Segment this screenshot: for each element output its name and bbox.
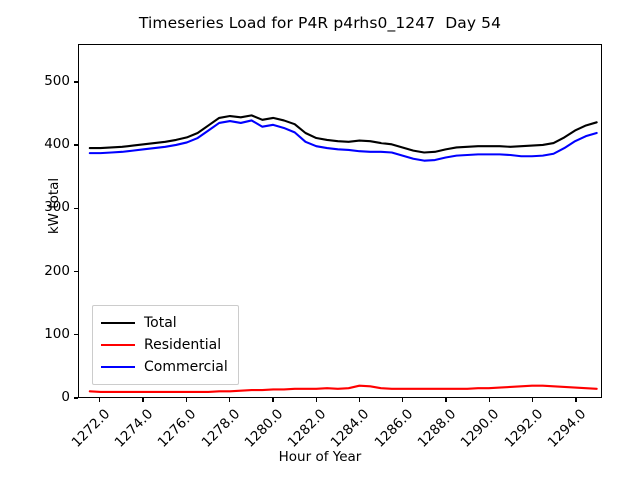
x-tick-mark <box>315 398 317 402</box>
series-lines <box>88 114 598 394</box>
y-tick-mark <box>74 270 78 273</box>
x-tick-mark <box>575 398 577 402</box>
legend-item[interactable]: Residential <box>101 334 228 356</box>
x-tick-mark <box>402 398 404 402</box>
series-line-total <box>88 114 598 154</box>
x-tick-mark <box>445 398 447 402</box>
y-tick-mark <box>74 144 78 146</box>
x-tick-mark <box>185 398 187 402</box>
legend-swatch-residential <box>101 344 135 346</box>
series-line-residential <box>88 384 598 394</box>
y-tick-mark <box>74 397 78 399</box>
y-tick-label: 100 <box>44 325 70 342</box>
y-tick-mark <box>74 334 78 336</box>
y-tick-label: 0 <box>61 389 70 405</box>
x-tick-mark <box>99 398 101 402</box>
chart-title: Timeseries Load for P4R p4rhs0_1247 Day … <box>138 14 502 32</box>
y-tick-mark <box>74 81 78 83</box>
x-tick-mark <box>488 398 491 402</box>
legend-label: Commercial <box>144 359 228 375</box>
x-axis-label: Hour of Year <box>278 449 362 465</box>
y-tick-label: 300 <box>44 199 70 216</box>
y-tick-mark <box>74 207 78 209</box>
x-tick-mark <box>358 398 361 402</box>
y-tick-label: 200 <box>44 262 70 279</box>
x-tick-mark <box>142 398 144 402</box>
legend-swatch-commercial <box>101 366 135 368</box>
chart-legend: Total Residential Commercial <box>92 305 239 385</box>
series-line-commercial <box>88 119 598 162</box>
y-tick-label: 400 <box>44 136 70 153</box>
legend-swatch-total <box>101 322 135 324</box>
x-tick-mark <box>532 398 534 402</box>
legend-item[interactable]: Commercial <box>101 356 228 378</box>
y-tick-label: 500 <box>44 72 70 89</box>
x-tick-mark <box>272 398 274 402</box>
x-tick-mark <box>228 398 231 402</box>
legend-label: Residential <box>144 337 222 353</box>
legend-label: Total <box>144 315 177 331</box>
legend-item[interactable]: Total <box>101 312 228 334</box>
